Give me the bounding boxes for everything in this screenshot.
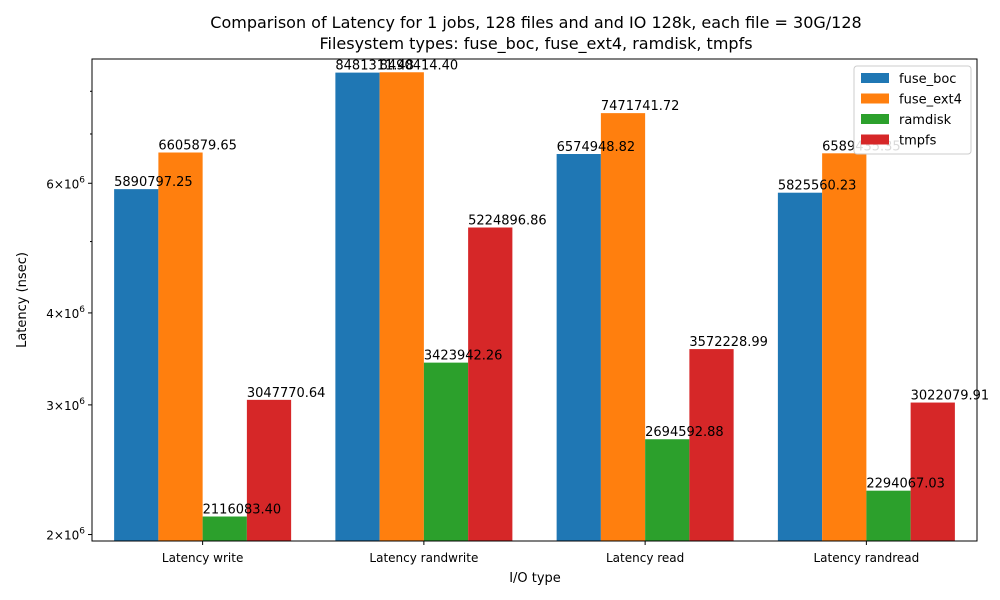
legend-entry: fuse_boc [899,72,956,87]
data-labels-layer: 5890797.25 6605879.65 2116083.40 3047770.64… [114,58,989,517]
x-tick-label: Latency randwrite [369,551,478,565]
y-tick-label: 2×106 [46,527,85,543]
bar [822,153,867,541]
bars-layer [114,72,955,542]
bar [910,402,955,541]
bar [379,72,424,541]
x-axis-label: I/O type [509,571,561,586]
legend-entry: ramdisk [899,113,952,128]
chart-subtitle: Filesystem types: fuse_boc, fuse_ext4, r… [319,34,752,54]
bar [556,154,601,541]
data-label: 2694592.88 [645,425,724,440]
chart-title: Comparison of Latency for 1 jobs, 128 fi… [210,13,861,32]
data-label: 2294067.03 [866,477,945,492]
y-tick-label: 4×106 [46,305,85,321]
bar [335,72,380,542]
y-tick-label: 3×106 [46,397,85,413]
bar [689,349,734,541]
data-label: 3047770.64 [247,386,326,401]
data-label: 3572228.99 [689,335,768,350]
data-label: 6605879.65 [158,139,237,154]
data-label: 5224896.86 [468,214,547,229]
bar [423,362,469,541]
legend-entry: tmpfs [899,134,937,149]
legend-entry: fuse_ext4 [899,93,962,108]
legend-swatch [861,93,889,104]
data-label: 5890797.25 [114,175,193,190]
plot-frame [91,58,978,542]
bar [777,192,823,541]
x-tick-label: Latency randread [813,551,919,565]
data-label: 3423942.26 [424,349,503,364]
data-label: 8481311.48 [335,59,414,74]
bar [645,439,690,541]
data-label: 2116083.40 [203,503,282,518]
bar [202,516,247,541]
x-tick-label: Latency read [606,551,684,565]
data-label: 3022079.91 [911,389,990,404]
data-label: 8490414.40 [380,58,459,73]
legend-swatch [861,134,889,145]
bar [246,399,292,541]
y-tick-label: 6×106 [46,175,85,191]
bar [600,113,646,541]
data-label: 7471741.72 [601,99,680,114]
y-axis-label: Latency (nsec) [15,252,30,348]
legend-swatch [861,73,889,83]
bar [866,490,911,541]
data-label: 6574948.82 [557,140,636,155]
bar [158,152,203,541]
bar [468,227,513,541]
legend-frame [853,65,972,155]
legend-swatch [861,114,889,124]
data-label: 5825560.23 [778,179,857,194]
bar [114,189,159,541]
ticks-layer: Latency write Latency randwrite Latency re… [46,90,919,565]
x-tick-label: Latency write [162,551,243,565]
